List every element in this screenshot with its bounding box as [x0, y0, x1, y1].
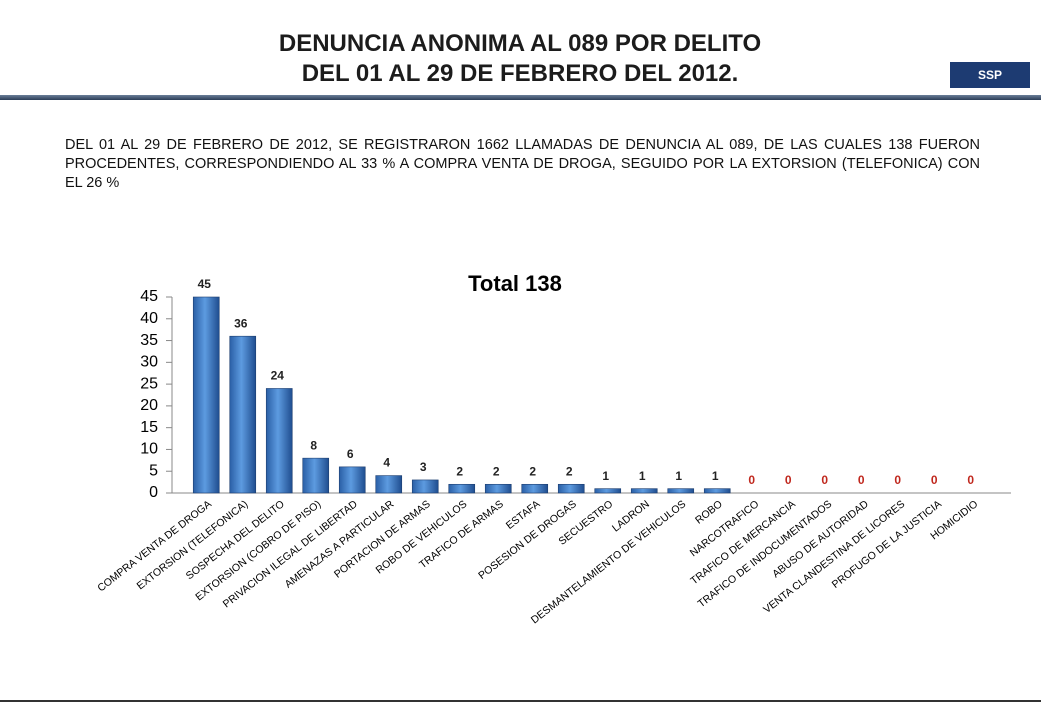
chart-title: Total 138 [468, 271, 562, 296]
data-label: 36 [234, 316, 248, 330]
y-tick-label: 25 [140, 375, 158, 392]
x-tick-label: TRAFICO DE INDOCUMENTADOS [696, 498, 835, 610]
data-label: 0 [821, 473, 828, 487]
bar [229, 335, 257, 494]
y-tick-label: 40 [140, 310, 158, 327]
data-label: 2 [456, 464, 463, 478]
data-label: 24 [271, 369, 285, 383]
data-label: 2 [493, 464, 500, 478]
data-label: 2 [529, 464, 536, 478]
data-label: 1 [639, 469, 646, 483]
bar [375, 475, 403, 494]
bar [484, 483, 512, 494]
bar [411, 479, 439, 494]
y-tick-label: 35 [140, 332, 158, 349]
footer-rule [0, 700, 1041, 702]
x-tick-label: ROBO [693, 498, 725, 526]
y-tick-label: 20 [140, 397, 158, 414]
y-tick-label: 30 [140, 354, 158, 371]
bar [302, 457, 330, 494]
bar [521, 483, 549, 494]
bar [192, 296, 220, 494]
data-label: 8 [310, 438, 317, 452]
y-tick-label: 0 [149, 484, 158, 501]
data-label: 0 [785, 473, 792, 487]
y-tick-label: 5 [149, 462, 158, 479]
title-line: DENUNCIA ANONIMA AL 089 POR DELITO [278, 30, 762, 57]
data-label: 3 [420, 460, 427, 474]
data-label: 1 [712, 469, 719, 483]
data-label: 1 [675, 469, 682, 483]
bar [594, 488, 622, 494]
data-label: 6 [347, 447, 354, 461]
bar [703, 488, 731, 494]
data-label: 0 [931, 473, 938, 487]
summary: DEL 01 AL 29 DE FEBRERO DE 2012, SE REGI… [65, 137, 980, 191]
title-line: DEL 01 AL 29 DE FEBRERO DEL 2012. [301, 60, 739, 87]
bar [667, 488, 695, 494]
logo: SSP [950, 62, 1030, 88]
bar [265, 388, 293, 494]
data-label: 0 [967, 473, 974, 487]
data-label: 0 [894, 473, 901, 487]
data-label: 0 [858, 473, 865, 487]
bar [448, 483, 476, 494]
data-label: 45 [198, 277, 212, 291]
y-tick-label: 45 [140, 288, 158, 305]
header-rule [0, 95, 1041, 100]
bar [338, 466, 366, 494]
y-tick-label: 15 [140, 419, 158, 436]
x-tick-label: PRIVACION ILEGAL DE LIBERTAD [221, 498, 360, 611]
data-label: 2 [566, 464, 573, 478]
bar [557, 483, 585, 494]
data-label: 4 [383, 456, 390, 470]
data-label: 0 [748, 473, 755, 487]
data-label: 1 [602, 469, 609, 483]
y-tick-label: 10 [140, 441, 158, 458]
bar [630, 488, 658, 494]
